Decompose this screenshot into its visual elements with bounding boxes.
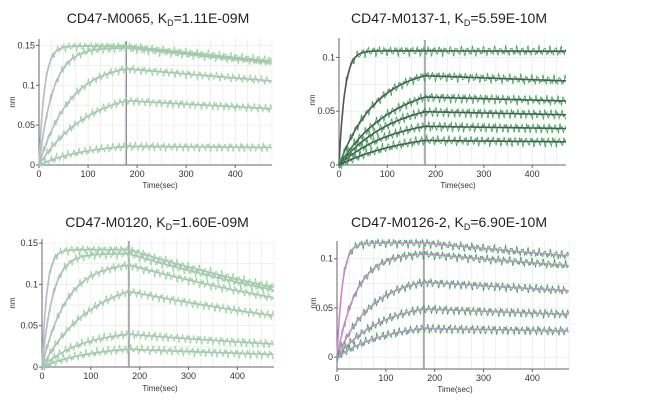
y-tick-label: 0.1	[320, 254, 333, 264]
measured-trace	[41, 343, 274, 372]
measured-trace	[338, 92, 567, 170]
x-tick-label: 300	[476, 169, 491, 179]
panel-2-xlabel: Time(sec)	[440, 181, 476, 190]
y-tick-label: 0.1	[22, 80, 35, 90]
panel-2: CD47-M0137-1, KD=5.59E-10M 0 100 200 300 400…	[308, 10, 567, 190]
y-tick-label: 0.15	[20, 238, 38, 248]
y-tick-label: 0.05	[315, 303, 333, 313]
panel-3-xlabel: Time(sec)	[142, 384, 178, 393]
x-tick-label: 400	[525, 373, 540, 383]
panel-1-ylabel: nm	[8, 96, 17, 107]
y-tick-label: 0.05	[17, 120, 35, 130]
fit-curve	[338, 110, 566, 166]
y-tick-label: 0.1	[322, 52, 335, 62]
panel-4: CD47-M0126-2, KD=6.90E-10M 0 100 200 300 400…	[309, 214, 570, 394]
panel-3-title: CD47-M0120, KD=1.60E-09M	[65, 214, 249, 232]
fit-curve	[38, 67, 272, 166]
x-tick-label: 0	[39, 371, 44, 381]
fit-curve	[336, 327, 569, 358]
x-tick-label: 100	[380, 169, 395, 179]
x-tick-label: 300	[181, 371, 196, 381]
measured-trace	[338, 44, 567, 166]
x-tick-label: 200	[428, 169, 443, 179]
panel-3-ylabel: nm	[8, 297, 17, 308]
fit-curve	[41, 248, 274, 368]
x-tick-label: 200	[132, 371, 147, 381]
y-tick-label: 0.15	[17, 40, 35, 50]
x-tick-label: 400	[230, 371, 245, 381]
measured-trace	[336, 249, 569, 354]
measured-trace	[338, 134, 567, 170]
measured-trace	[338, 106, 567, 169]
fit-curve	[338, 125, 566, 166]
x-tick-label: 300	[179, 169, 194, 179]
y-tick-label: 0	[330, 160, 335, 170]
panel-4-ylabel: nm	[309, 297, 318, 308]
panel-4-title: CD47-M0126-2, KD=6.90E-10M	[351, 214, 547, 232]
panel-1-plot: 0 100 200 300 400 0 0.05 0.1 0.15	[17, 39, 273, 179]
fit-curve	[38, 145, 272, 166]
fit-curve	[38, 47, 272, 166]
fit-curve	[338, 139, 567, 166]
fit-curve	[338, 75, 566, 166]
fit-curve	[41, 348, 274, 368]
y-tick-label: 0.1	[25, 279, 38, 289]
x-tick-label: 200	[130, 169, 145, 179]
y-tick-label: 0	[328, 352, 333, 362]
fit-curve	[41, 264, 274, 368]
panel-2-title: CD47-M0137-1, KD=5.59E-10M	[351, 10, 547, 28]
panel-2-plot: 0 100 200 300 400 0 0.05 0.1	[317, 38, 567, 179]
x-tick-label: 100	[378, 373, 393, 383]
fit-curve	[38, 99, 272, 166]
panel-3: CD47-M0120, KD=1.60E-09M 0 100 200 300 40000…	[8, 214, 275, 393]
fit-curve	[336, 281, 569, 358]
measured-trace	[336, 278, 569, 361]
x-tick-label: 0	[336, 169, 341, 179]
panel-4-plot: 0 100 200 300 400 0 0.05 0.1	[315, 238, 570, 383]
fit-curve	[41, 253, 274, 368]
panel-1-title: CD47-M0065, KD=1.11E-09M	[67, 10, 250, 28]
fit-curve	[338, 96, 567, 166]
fit-curve	[338, 50, 566, 166]
x-tick-label: 400	[525, 169, 540, 179]
x-tick-label: 0	[36, 169, 41, 179]
panel-3-plot: 0 100 200 300 400 0 0.05 0.1 0.15	[20, 238, 275, 381]
x-tick-label: 100	[81, 169, 96, 179]
y-tick-label: 0.05	[317, 106, 335, 116]
fit-curve	[336, 242, 569, 358]
fit-curve	[41, 333, 274, 368]
panel-4-xlabel: Time(sec)	[437, 385, 473, 394]
panel-1: CD47-M0065, KD=1.11E-09M 0 100 200 300 40000…	[8, 10, 273, 190]
fit-curve	[41, 290, 274, 368]
x-tick-label: 200	[427, 373, 442, 383]
x-tick-label: 300	[476, 373, 491, 383]
fit-curve	[336, 253, 569, 358]
fit-curve	[336, 308, 569, 358]
y-tick-label: 0	[33, 362, 38, 372]
x-tick-label: 400	[228, 169, 243, 179]
y-tick-label: 0	[30, 160, 35, 170]
panel-1-xlabel: Time(sec)	[142, 181, 178, 190]
fit-curve	[38, 45, 272, 166]
x-tick-label: 0	[334, 373, 339, 383]
x-tick-label: 100	[83, 371, 98, 381]
y-tick-label: 0.05	[20, 321, 38, 331]
panel-2-ylabel: nm	[308, 94, 317, 105]
